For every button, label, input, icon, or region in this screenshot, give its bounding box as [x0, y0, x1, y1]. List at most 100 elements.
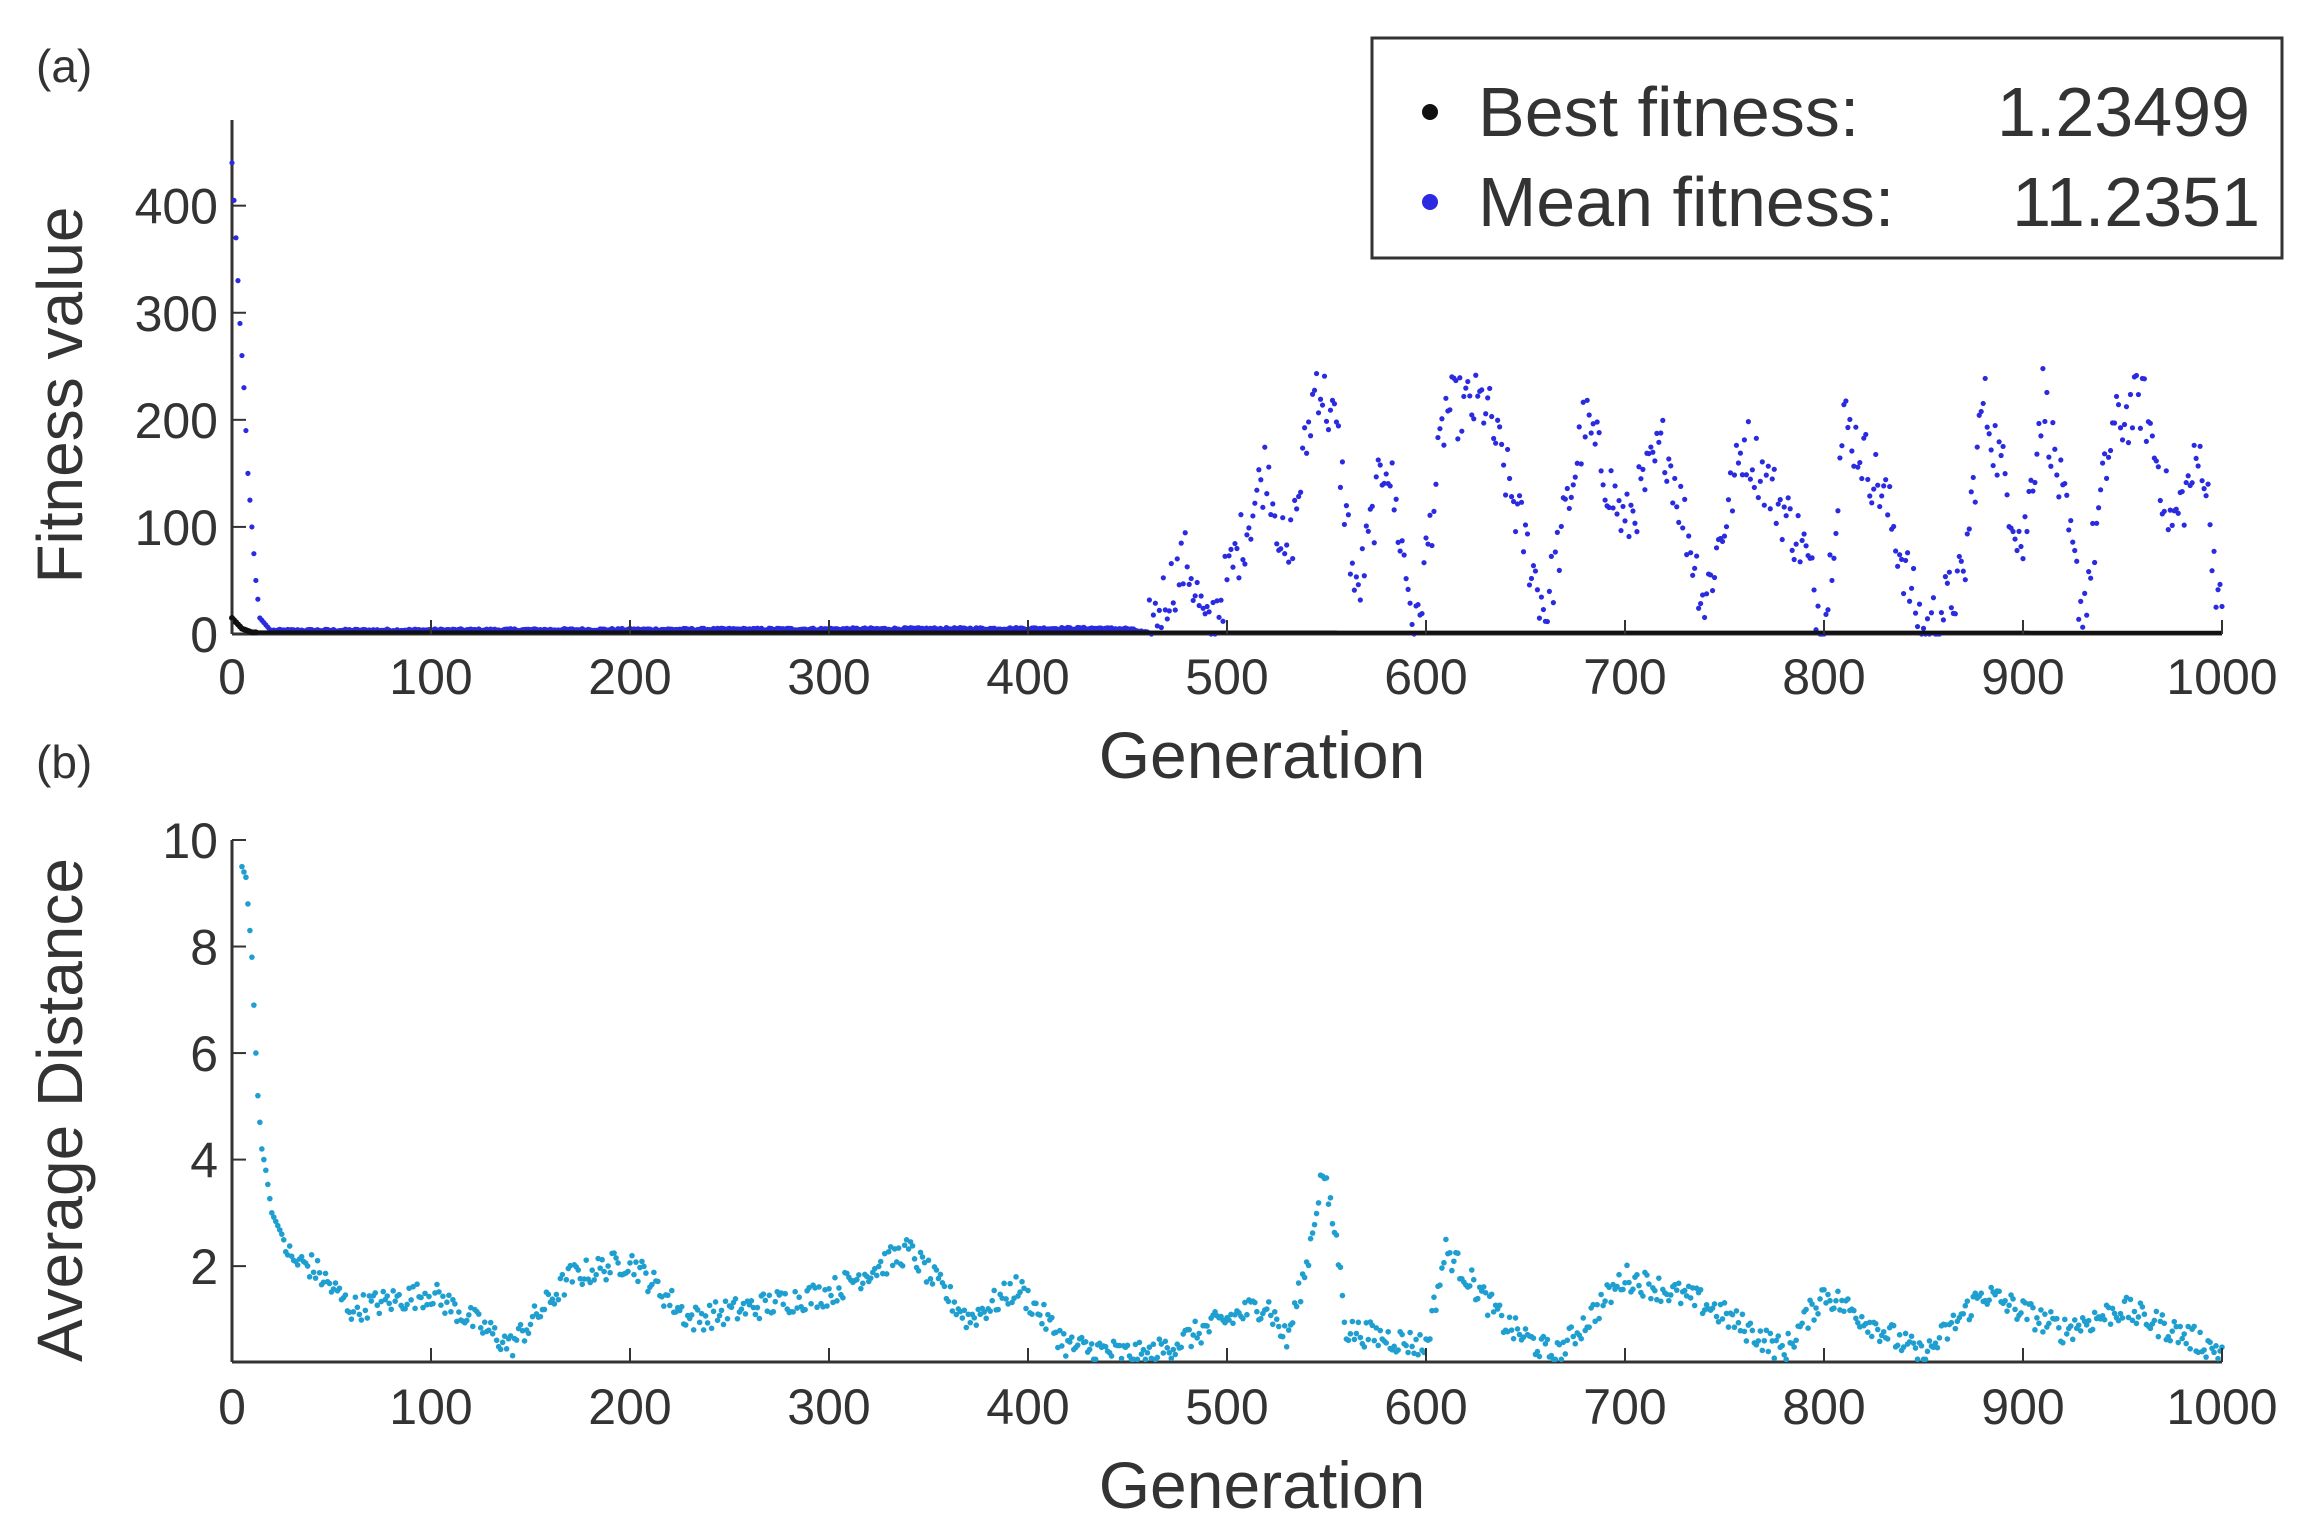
average-distance-point	[1009, 1299, 1015, 1306]
mean-fitness-point	[1174, 556, 1180, 562]
mean-fitness-point	[2207, 522, 2213, 528]
average-distance-point	[1468, 1267, 1475, 1273]
average-distance-point	[2153, 1308, 2160, 1315]
mean-fitness-point	[1554, 529, 1560, 535]
mean-fitness-point	[1916, 601, 1923, 607]
average-distance-point	[911, 1256, 918, 1262]
average-distance-point	[2061, 1316, 2068, 1323]
average-distance-point	[1455, 1250, 1461, 1257]
average-distance-point	[1353, 1330, 1360, 1337]
mean-fitness-point	[1596, 430, 1602, 436]
average-distance-point	[1204, 1323, 1210, 1329]
panel-a-xtick-label: 1000	[2166, 649, 2277, 705]
mean-fitness-point	[1421, 560, 1427, 566]
mean-fitness-point	[1184, 564, 1190, 570]
average-distance-point	[1765, 1348, 1772, 1355]
mean-fitness-point	[1773, 520, 1779, 526]
average-distance-point	[298, 1253, 305, 1260]
average-distance-point	[499, 1339, 506, 1346]
average-distance-point	[575, 1267, 582, 1273]
average-distance-point	[2175, 1339, 2182, 1346]
mean-fitness-point	[2022, 514, 2028, 520]
mean-fitness-point	[1481, 420, 1487, 426]
legend-mean-value: 11.2351	[2012, 163, 2260, 241]
average-distance-point	[274, 1222, 281, 1229]
mean-fitness-point	[1958, 558, 1964, 564]
panel-b-xtick-label: 400	[986, 1379, 1069, 1435]
mean-fitness-point	[2028, 477, 2034, 483]
average-distance-point	[1636, 1282, 1642, 1289]
legend-mean-marker	[1422, 194, 1438, 210]
average-distance-point	[1305, 1262, 1312, 1269]
average-distance-point	[1347, 1330, 1354, 1337]
average-distance-point	[2115, 1317, 2122, 1324]
average-distance-point	[1264, 1306, 1270, 1312]
mean-fitness-point	[2058, 457, 2064, 463]
average-distance-point	[716, 1312, 723, 1319]
mean-fitness-point	[1954, 568, 1960, 574]
mean-fitness-point	[1694, 553, 1700, 559]
mean-fitness-point	[1321, 373, 1328, 379]
average-distance-point	[326, 1280, 333, 1287]
mean-fitness-point	[1690, 572, 1696, 578]
average-distance-point	[782, 1290, 789, 1297]
average-distance-point	[2151, 1317, 2158, 1324]
average-distance-point	[1341, 1319, 1348, 1326]
mean-fitness-point	[1797, 559, 1803, 565]
mean-fitness-point	[1777, 497, 1783, 503]
mean-fitness-point	[1305, 419, 1312, 425]
mean-fitness-point	[2004, 492, 2010, 498]
average-distance-point	[1295, 1280, 1302, 1286]
mean-fitness-point	[2024, 528, 2030, 535]
average-distance-point	[587, 1279, 593, 1286]
mean-fitness-point	[1578, 461, 1584, 467]
average-distance-point	[1449, 1267, 1455, 1274]
mean-fitness-point	[1946, 569, 1952, 575]
average-distance-point	[581, 1276, 588, 1282]
average-distance-point	[517, 1321, 524, 1328]
average-distance-point	[1417, 1332, 1423, 1338]
mean-fitness-point	[1574, 460, 1580, 466]
mean-fitness-point	[2113, 393, 2120, 400]
average-distance-point	[1558, 1356, 1565, 1363]
mean-fitness-point	[1469, 412, 1475, 418]
average-distance-point	[1373, 1325, 1380, 1331]
mean-fitness-point	[1266, 464, 1272, 470]
mean-fitness-point	[1747, 476, 1753, 482]
average-distance-point	[1968, 1312, 1975, 1319]
average-distance-point	[1932, 1340, 1939, 1346]
mean-fitness-point	[1692, 565, 1698, 571]
average-distance-point	[1687, 1295, 1694, 1301]
average-distance-point	[2010, 1296, 2016, 1302]
mean-fitness-point	[1473, 372, 1479, 378]
mean-fitness-point	[1829, 577, 1835, 584]
mean-fitness-point	[1582, 434, 1588, 440]
average-distance-point	[1542, 1340, 1549, 1347]
mean-fitness-point	[2016, 528, 2022, 535]
mean-fitness-point	[2137, 425, 2144, 431]
average-distance-point	[1803, 1306, 1809, 1313]
panel-b-xtick-label: 700	[1583, 1379, 1666, 1435]
average-distance-point	[1267, 1312, 1274, 1319]
average-distance-point	[702, 1313, 709, 1319]
mean-fitness-point	[1980, 400, 1986, 407]
average-distance-point	[1934, 1344, 1941, 1351]
mean-fitness-point	[2165, 527, 2171, 533]
mean-fitness-point	[1982, 375, 1988, 382]
average-distance-point	[497, 1346, 504, 1353]
mean-fitness-point	[1256, 467, 1262, 473]
average-distance-point	[525, 1330, 532, 1337]
average-distance-point	[1405, 1349, 1411, 1356]
average-distance-point	[545, 1291, 552, 1298]
mean-fitness-point	[1399, 538, 1405, 544]
mean-fitness-point	[1606, 504, 1612, 511]
mean-fitness-point	[251, 551, 257, 557]
mean-fitness-point	[235, 278, 241, 284]
mean-fitness-point	[1506, 475, 1513, 482]
average-distance-point	[362, 1307, 369, 1314]
average-distance-point	[1890, 1322, 1897, 1329]
average-distance-point	[1337, 1264, 1344, 1271]
mean-fitness-point	[1373, 474, 1379, 480]
average-distance-point	[270, 1214, 277, 1220]
mean-fitness-point	[1272, 513, 1278, 519]
